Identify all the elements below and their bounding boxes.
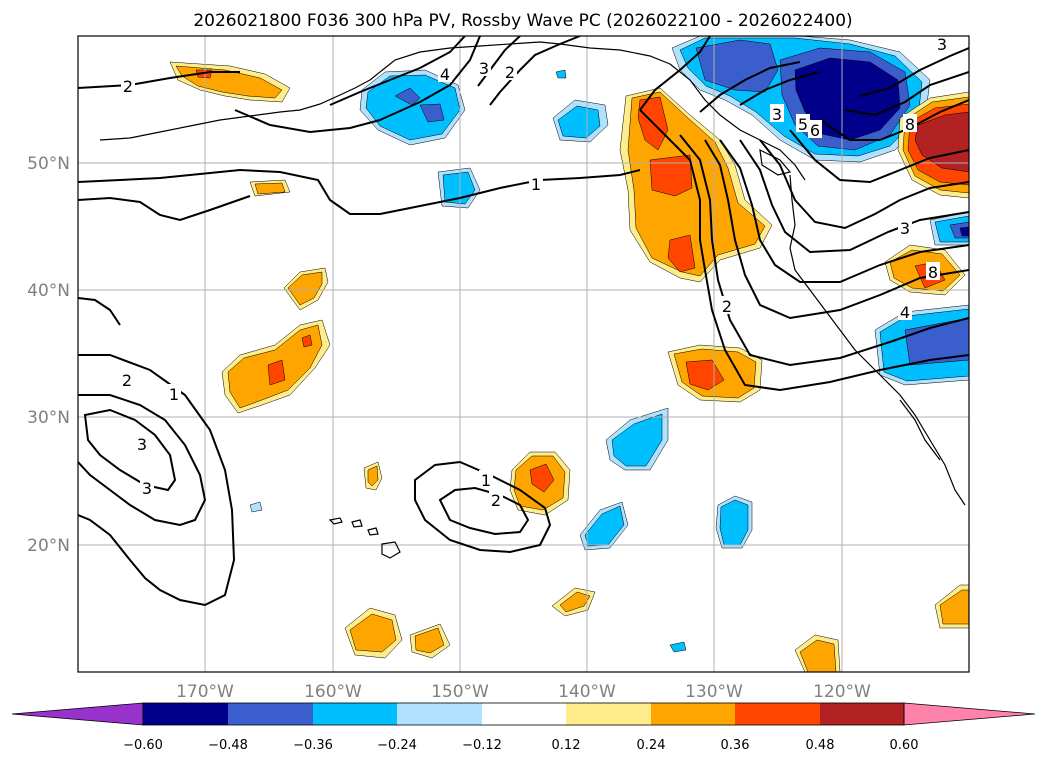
colorbar: −0.60 −0.48 −0.36 −0.24 −0.12 0.12 0.24 … (11, 702, 1036, 753)
contour-label: 2 (503, 62, 517, 82)
svg-text:3: 3 (479, 59, 489, 78)
negative-anomaly-140w-22n (579, 501, 629, 551)
latitude-labels: 50°N 40°N 30°N 20°N (27, 154, 70, 556)
contour-label: 6 (808, 120, 822, 140)
negative-anomaly-139w-30n (605, 407, 669, 471)
svg-text:8: 8 (905, 115, 915, 134)
svg-text:2: 2 (722, 297, 732, 316)
colorbar-tick-label: −0.48 (208, 738, 248, 753)
svg-text:5: 5 (798, 115, 808, 134)
svg-text:1: 1 (531, 175, 541, 194)
colorbar-segment (143, 703, 228, 725)
contour-label: 1 (529, 174, 543, 194)
contour-label: 3 (140, 478, 154, 498)
colorbar-segment (482, 703, 566, 725)
contour-label: 2 (720, 296, 734, 316)
lon-label-150w: 150°W (431, 682, 489, 702)
svg-text:3: 3 (142, 479, 152, 498)
contour-label: 8 (926, 262, 940, 282)
positive-anomaly-161w-13n (344, 607, 451, 659)
contour-label: 2 (755, 0, 765, 4)
contour-label: 5 (796, 114, 810, 134)
colorbar-tick-label: −0.24 (377, 738, 417, 753)
contour-label: 1 (479, 470, 493, 490)
positive-anomaly-164w-34n (221, 319, 331, 414)
contour-label: 2 (120, 370, 134, 390)
map-frame (77, 35, 970, 673)
negative-anomaly-166w-23n (249, 501, 263, 513)
lat-label-30n: 30°N (27, 408, 70, 428)
colorbar-tick-label: 0.24 (637, 738, 666, 753)
lat-label-50n: 50°N (27, 154, 70, 174)
colorbar-tick-label: 0.12 (552, 738, 581, 753)
contour-label: 3 (770, 104, 784, 124)
colorbar-tick-label: 0.60 (890, 738, 919, 753)
svg-text:2: 2 (122, 371, 132, 390)
lon-label-130w: 130°W (685, 682, 743, 702)
colorbar-tick-label: 0.48 (806, 738, 835, 753)
contour-labels: 2 1 2 3 4 2 3 1 2 1 2 3 3 5 6 8 3 4 2 3 … (120, 0, 949, 510)
contour-label: 4 (438, 64, 452, 84)
svg-text:8: 8 (928, 263, 938, 282)
svg-text:2: 2 (755, 0, 765, 4)
positive-anomaly-113w-51n (897, 91, 969, 199)
svg-text:2: 2 (505, 63, 515, 82)
svg-text:2: 2 (123, 77, 133, 96)
lat-label-20n: 20°N (27, 536, 70, 556)
colorbar-frame (142, 702, 905, 726)
colorbar-segment (820, 703, 904, 725)
svg-text:4: 4 (900, 303, 910, 322)
contour-label: 3 (477, 58, 491, 78)
contour-label: 3 (135, 434, 149, 454)
colorbar-segment (735, 703, 820, 725)
contour-label: 1 (167, 384, 181, 404)
colorbar-segment (313, 703, 397, 725)
colorbar-tick-label: −0.12 (462, 738, 502, 753)
positive-anomaly-156w-26n (363, 461, 383, 491)
map-title: 2026021800 F036 300 hPa PV, Rossby Wave … (193, 11, 852, 31)
graticule (78, 36, 969, 672)
svg-text:3: 3 (900, 219, 910, 238)
colorbar-extend-high (903, 702, 1036, 726)
svg-text:3: 3 (137, 435, 147, 454)
contour-label: 3 (935, 35, 949, 54)
svg-text:1: 1 (169, 385, 179, 404)
contour-label: 2 (121, 76, 135, 96)
colorbar-segment (397, 703, 482, 725)
lon-label-160w: 160°W (304, 682, 362, 702)
negative-anomaly-141w-54n (552, 69, 609, 143)
longitude-labels: 170°W 160°W 150°W 140°W 130°W 120°W (176, 682, 871, 702)
negative-anomaly-153w-55n (359, 69, 466, 146)
colorbar-segment (651, 703, 735, 725)
lon-label-140w: 140°W (558, 682, 616, 702)
contour-label: 3 (898, 218, 912, 238)
svg-text:3: 3 (772, 105, 782, 124)
colorbar-tick-label: 0.36 (721, 738, 750, 753)
coastlines (99, 41, 966, 559)
colorbar-segment (228, 703, 313, 725)
colorbar-tick-label: −0.60 (123, 738, 163, 753)
lat-label-40n: 40°N (27, 281, 70, 301)
contour-label: 4 (898, 302, 912, 322)
colorbar-tick-label: −0.36 (293, 738, 333, 753)
lon-label-170w: 170°W (176, 682, 234, 702)
colorbar-extend-low (11, 702, 144, 726)
svg-text:2: 2 (491, 491, 501, 510)
colorbar-segment (566, 703, 651, 725)
positive-anomaly-162w-41n (283, 267, 329, 311)
svg-text:3: 3 (937, 35, 947, 54)
positive-anomaly-144w-25n (509, 451, 571, 516)
contour-label: 8 (903, 114, 917, 134)
contour-label: 2 (489, 490, 503, 510)
pv-contours (78, 36, 969, 607)
svg-text:4: 4 (440, 65, 450, 84)
positive-anomaly-113w-15n (794, 584, 969, 672)
negative-anomaly-115w-35n (874, 304, 969, 386)
svg-text:6: 6 (810, 121, 820, 140)
positive-anomaly-166w-48n (249, 179, 291, 197)
negative-anomaly-129w-23n (669, 495, 753, 653)
svg-text:1: 1 (481, 471, 491, 490)
lon-label-120w: 120°W (813, 682, 871, 702)
